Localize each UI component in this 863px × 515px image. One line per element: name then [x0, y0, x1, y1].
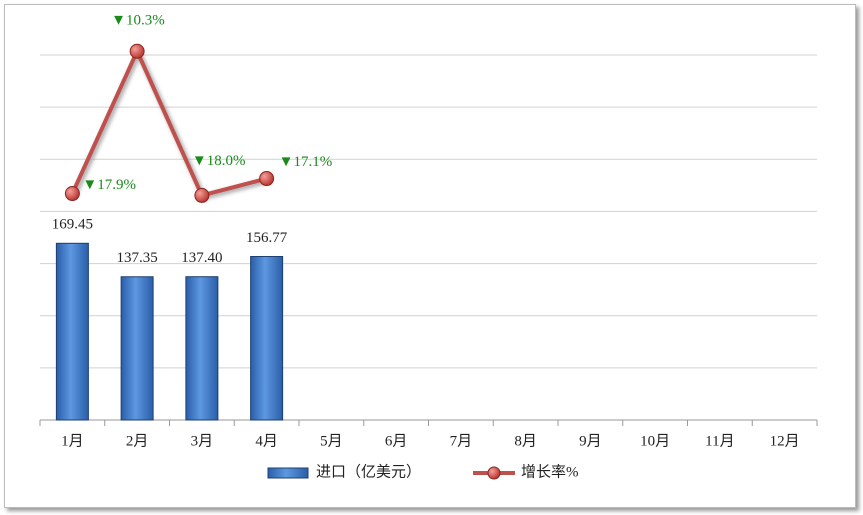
bar-value-label: 169.45 — [52, 217, 93, 233]
legend-label: 进口（亿美元） — [316, 463, 421, 480]
x-tick-label: 6月 — [385, 433, 408, 449]
bar-value-label: 156.77 — [246, 230, 288, 246]
x-tick-label: 1月 — [61, 433, 84, 449]
bar — [250, 256, 284, 421]
x-tick-label: 3月 — [191, 433, 214, 449]
bar — [55, 242, 89, 421]
line-value-label: ▼17.1% — [279, 154, 333, 170]
bar-value-label: 137.40 — [181, 250, 222, 266]
x-tick-label: 11月 — [705, 433, 734, 449]
bar-value-label: 137.35 — [117, 250, 158, 266]
x-tick-label: 10月 — [640, 433, 670, 449]
line-value-label: ▼10.3% — [111, 13, 165, 29]
x-tick-label: 9月 — [579, 433, 602, 449]
line-point — [129, 43, 145, 59]
line-value-label: ▼17.9% — [82, 177, 136, 193]
line-point — [259, 171, 275, 187]
line-value-label: ▼18.0% — [192, 153, 246, 169]
x-tick-label: 2月 — [126, 433, 149, 449]
x-tick-label: 8月 — [514, 433, 537, 449]
legend-swatch — [487, 466, 501, 480]
line — [70, 49, 268, 198]
chart-frame — [4, 4, 856, 508]
bar — [185, 276, 219, 421]
x-tick-label: 7月 — [450, 433, 473, 449]
legend-label: 增长率% — [521, 463, 579, 480]
x-tick-label: 5月 — [320, 433, 343, 449]
x-tick-label: 12月 — [770, 433, 800, 449]
bar — [120, 276, 154, 421]
legend-swatch — [267, 467, 309, 479]
line-point — [194, 187, 210, 203]
x-tick-label: 4月 — [255, 433, 278, 449]
line-point — [64, 186, 80, 202]
